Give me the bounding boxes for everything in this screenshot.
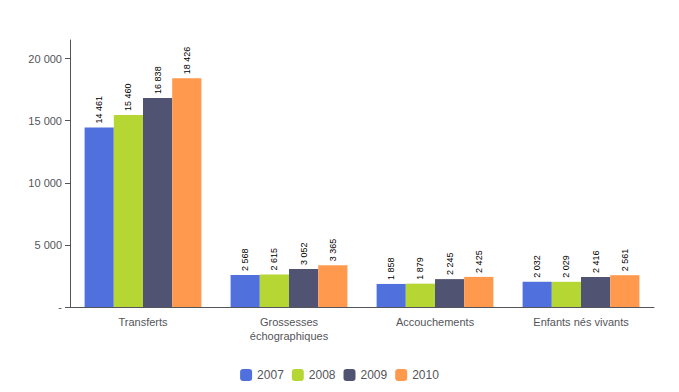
svg-text:2 416: 2 416 (591, 250, 601, 273)
svg-text:2 425: 2 425 (474, 250, 484, 273)
svg-text:Accouchements: Accouchements (396, 316, 475, 328)
svg-text:5 000: 5 000 (34, 239, 62, 251)
svg-text:échographiques: échographiques (250, 330, 329, 342)
svg-text:3 052: 3 052 (299, 243, 309, 266)
svg-text:2 615: 2 615 (269, 248, 279, 271)
svg-text:2 032: 2 032 (532, 255, 542, 278)
svg-text:2008: 2008 (309, 368, 336, 382)
svg-text:2 245: 2 245 (445, 253, 455, 276)
svg-text:16 838: 16 838 (153, 66, 163, 94)
svg-text:18 426: 18 426 (182, 47, 192, 75)
svg-text:14 461: 14 461 (94, 96, 104, 124)
svg-text:2 029: 2 029 (561, 255, 571, 278)
svg-text:Enfants nés vivants: Enfants nés vivants (533, 316, 629, 328)
svg-text:2007: 2007 (257, 368, 284, 382)
svg-text:3 365: 3 365 (328, 239, 338, 262)
svg-text:15 000: 15 000 (28, 115, 62, 127)
svg-text:2 561: 2 561 (620, 249, 630, 272)
svg-text:1 858: 1 858 (386, 257, 396, 280)
svg-text:Grossesses: Grossesses (260, 316, 319, 328)
svg-text:2 568: 2 568 (240, 249, 250, 272)
svg-text:-: - (58, 301, 62, 313)
svg-text:2010: 2010 (412, 368, 439, 382)
svg-text:10 000: 10 000 (28, 177, 62, 189)
svg-text:15 460: 15 460 (123, 83, 133, 111)
svg-text:1 879: 1 879 (415, 257, 425, 280)
svg-text:2009: 2009 (361, 368, 388, 382)
svg-text:Transferts: Transferts (118, 316, 168, 328)
svg-text:20 000: 20 000 (28, 53, 62, 65)
